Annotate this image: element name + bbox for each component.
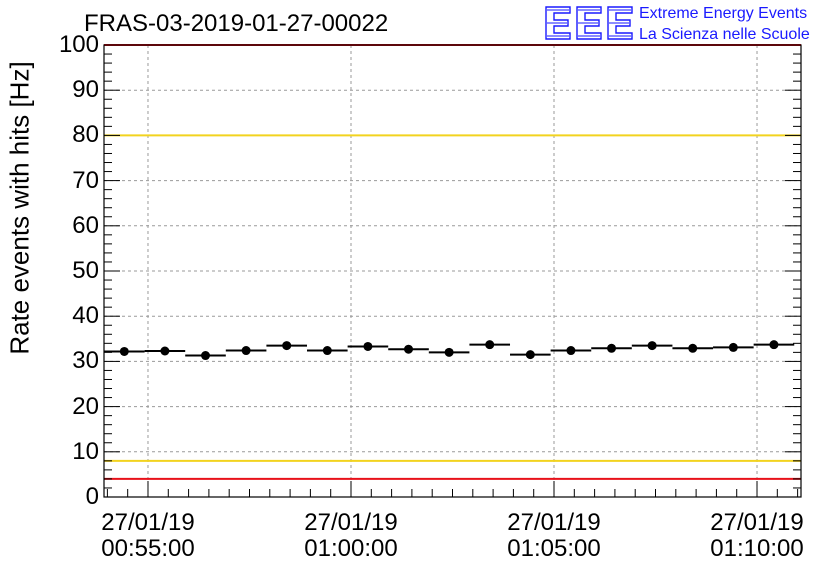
x-tick-time: 01:00:00: [304, 535, 398, 562]
data-point: [525, 350, 535, 360]
y-tick-label: 20: [72, 392, 99, 420]
eee-logo-mark: [545, 6, 633, 40]
y-tick-label: 0: [85, 483, 99, 510]
data-point: [322, 346, 332, 356]
y-tick-label: 40: [72, 302, 99, 330]
data-point: [566, 346, 576, 356]
data-point: [241, 346, 251, 356]
data-point: [119, 346, 129, 356]
data-point: [404, 344, 414, 354]
y-tick-label: 30: [72, 347, 99, 375]
x-tick-label: 27/01/19 01:00:00: [304, 510, 397, 562]
data-point: [607, 343, 617, 353]
x-tick-label: 27/01/19 00:55:00: [101, 510, 194, 562]
x-tick-label: 27/01/19 01:10:00: [710, 510, 803, 562]
data-point: [282, 341, 292, 351]
logo-line-1: Extreme Energy Events: [639, 5, 808, 22]
data-point: [444, 347, 454, 357]
data-point: [485, 340, 495, 350]
y-tick-label: 60: [72, 211, 99, 239]
y-tick-label: 50: [72, 257, 99, 284]
data-point: [728, 342, 738, 352]
x-tick-time: 00:55:00: [101, 535, 195, 562]
x-tick-label: 27/01/19 01:05:00: [507, 510, 600, 562]
data-point: [769, 340, 779, 350]
data-point: [201, 351, 211, 361]
data-point: [688, 343, 698, 353]
chart-title: FRAS-03-2019-01-27-00022: [84, 10, 389, 37]
x-tick-date: 27/01/19: [507, 509, 601, 536]
y-tick-label: 10: [72, 437, 99, 465]
data-point: [363, 341, 373, 351]
y-tick-label: 70: [72, 166, 99, 194]
logo-text: Extreme Energy Events La Scienza nelle S…: [639, 3, 810, 45]
data-point: [647, 341, 657, 351]
logo-line-2: La Scienza nelle Scuole: [639, 26, 810, 43]
y-tick-label: 100: [58, 31, 99, 58]
data-point: [160, 346, 170, 356]
y-tick-label: 90: [72, 76, 99, 104]
x-tick-time: 01:05:00: [507, 535, 601, 562]
x-tick-date: 27/01/19: [710, 509, 804, 536]
y-tick-label: 80: [72, 121, 99, 149]
x-tick-time: 01:10:00: [710, 535, 804, 562]
x-tick-date: 27/01/19: [304, 509, 398, 536]
x-tick-date: 27/01/19: [101, 509, 195, 536]
